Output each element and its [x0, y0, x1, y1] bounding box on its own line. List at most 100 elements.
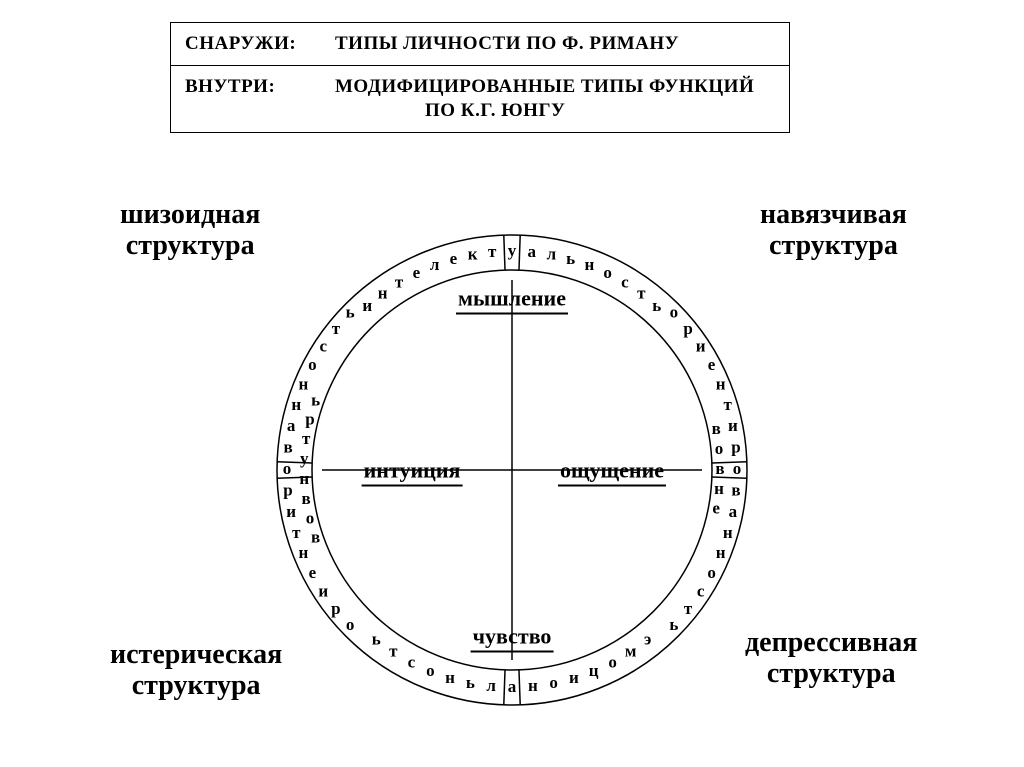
- svg-text:в: в: [731, 480, 740, 499]
- svg-text:о: о: [707, 563, 716, 582]
- legend-inner-value-line2: ПО К.Г. ЮНГУ: [185, 100, 775, 122]
- svg-text:н: н: [585, 255, 595, 274]
- svg-text:ь: ь: [311, 390, 320, 409]
- corner-bottom-right-line1: депрессивная: [745, 628, 917, 659]
- corner-bottom-left-line1: истерическая: [110, 640, 282, 671]
- svg-text:о: о: [283, 459, 292, 478]
- svg-text:н: н: [716, 543, 726, 562]
- svg-text:ь: ь: [566, 249, 575, 268]
- svg-text:о: о: [715, 439, 724, 458]
- corner-bottom-right-line2: структура: [745, 659, 917, 690]
- svg-text:с: с: [621, 272, 629, 291]
- axis-top-label: мышление: [456, 286, 568, 315]
- svg-text:с: с: [697, 581, 705, 600]
- svg-text:и: и: [696, 336, 706, 355]
- svg-text:е: е: [413, 263, 421, 282]
- svg-text:и: и: [728, 416, 738, 435]
- svg-text:л: л: [430, 255, 440, 274]
- svg-text:и: и: [569, 668, 579, 687]
- svg-text:ь: ь: [466, 673, 475, 692]
- svg-text:т: т: [389, 642, 398, 661]
- svg-text:о: о: [733, 459, 742, 478]
- svg-text:т: т: [724, 395, 733, 414]
- svg-text:м: м: [625, 642, 637, 661]
- svg-text:н: н: [291, 395, 301, 414]
- svg-text:и: и: [318, 581, 328, 600]
- corner-top-left: шизоидная структура: [120, 200, 260, 262]
- legend-row-inner: ВНУТРИ: МОДИФИЦИРОВАННЫЕ ТИПЫ ФУНКЦИЙ ПО…: [171, 66, 789, 132]
- svg-text:э: э: [644, 630, 651, 649]
- svg-text:ь: ь: [652, 296, 661, 315]
- svg-text:ь: ь: [372, 630, 381, 649]
- corner-top-left-line1: шизоидная: [120, 200, 260, 231]
- corner-top-right-line1: навязчивая: [760, 200, 907, 231]
- svg-text:р: р: [305, 409, 314, 428]
- svg-text:е: е: [712, 499, 720, 518]
- legend-box: СНАРУЖИ: ТИПЫ ЛИЧНОСТИ ПО Ф. РИМАНУ ВНУТ…: [170, 22, 790, 133]
- legend-row-outer: СНАРУЖИ: ТИПЫ ЛИЧНОСТИ ПО Ф. РИМАНУ: [171, 23, 789, 66]
- svg-text:т: т: [684, 599, 693, 618]
- corner-bottom-right: депрессивная структура: [745, 628, 917, 690]
- svg-text:о: о: [426, 661, 435, 680]
- corner-bottom-left-line2: структура: [110, 671, 282, 702]
- svg-text:т: т: [637, 283, 646, 302]
- svg-text:в: в: [715, 459, 724, 478]
- svg-text:с: с: [408, 652, 416, 671]
- corner-top-right: навязчивая структура: [760, 200, 907, 262]
- corner-bottom-left: истерическая структура: [110, 640, 282, 702]
- axis-right-label: ощущение: [558, 458, 666, 487]
- svg-text:в: в: [283, 437, 292, 456]
- svg-text:а: а: [729, 502, 738, 521]
- svg-text:о: о: [346, 615, 355, 634]
- svg-text:е: е: [309, 563, 317, 582]
- svg-text:н: н: [445, 668, 455, 687]
- axis-left-label: интуиция: [362, 458, 463, 487]
- legend-inner-value: МОДИФИЦИРОВАННЫЕ ТИПЫ ФУНКЦИЙ: [335, 76, 775, 98]
- svg-text:н: н: [723, 523, 733, 542]
- legend-outer-key: СНАРУЖИ:: [185, 33, 335, 55]
- svg-text:ь: ь: [669, 615, 678, 634]
- svg-text:т: т: [302, 429, 311, 448]
- svg-text:н: н: [714, 479, 724, 498]
- svg-text:н: н: [716, 375, 726, 394]
- svg-text:н: н: [298, 543, 308, 562]
- svg-text:н: н: [378, 283, 388, 302]
- corner-top-right-line2: структура: [760, 231, 907, 262]
- svg-text:о: о: [306, 508, 315, 527]
- svg-text:н: н: [299, 469, 309, 488]
- svg-text:т: т: [395, 272, 404, 291]
- axis-bottom-label: чувство: [471, 624, 554, 653]
- svg-text:ь: ь: [346, 303, 355, 322]
- svg-text:с: с: [320, 336, 328, 355]
- svg-text:о: о: [608, 652, 617, 671]
- corner-top-left-line2: структура: [120, 231, 260, 262]
- svg-text:у: у: [508, 241, 517, 260]
- svg-text:к: к: [468, 244, 478, 263]
- svg-text:е: е: [450, 249, 458, 268]
- svg-text:а: а: [528, 242, 537, 261]
- svg-text:р: р: [331, 599, 340, 618]
- svg-text:н: н: [528, 676, 538, 695]
- svg-text:а: а: [287, 416, 296, 435]
- svg-text:о: о: [603, 263, 612, 282]
- diagram-container: интелектуальностьэмоциональностьориентир…: [0, 170, 1024, 750]
- svg-text:л: л: [486, 676, 496, 695]
- svg-text:у: у: [300, 449, 309, 468]
- svg-text:л: л: [547, 244, 557, 263]
- svg-text:о: о: [670, 303, 679, 322]
- svg-text:е: е: [708, 355, 716, 374]
- svg-text:н: н: [298, 375, 308, 394]
- svg-text:ц: ц: [589, 661, 599, 680]
- svg-text:в: в: [311, 527, 320, 546]
- svg-text:т: т: [292, 523, 301, 542]
- legend-inner-key: ВНУТРИ:: [185, 76, 335, 98]
- svg-text:а: а: [508, 677, 517, 696]
- svg-text:т: т: [488, 242, 497, 261]
- svg-text:т: т: [332, 319, 341, 338]
- svg-text:р: р: [731, 437, 740, 456]
- svg-text:в: в: [302, 489, 311, 508]
- svg-text:р: р: [283, 480, 292, 499]
- svg-text:и: и: [286, 502, 296, 521]
- svg-text:р: р: [683, 319, 692, 338]
- legend-outer-value: ТИПЫ ЛИЧНОСТИ ПО Ф. РИМАНУ: [335, 33, 775, 55]
